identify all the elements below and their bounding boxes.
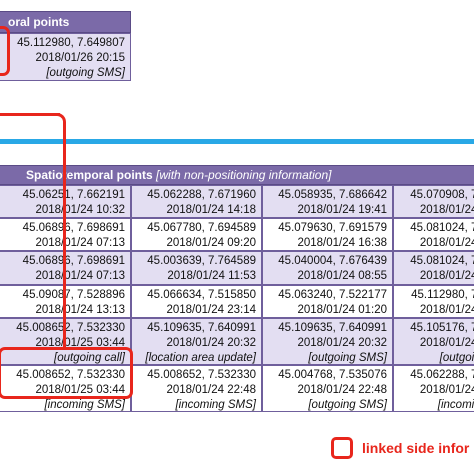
- grid-cell: 45.062288, 7.671960 2018/01/24 14:18: [131, 185, 262, 218]
- main-table-subtitle: [with non-positioning information]: [156, 168, 332, 182]
- cell-coords: 45.06896, 7.698691: [22, 255, 125, 267]
- legend-swatch: [331, 437, 353, 459]
- legend-label: linked side infor: [362, 440, 470, 456]
- cell-coords: 45.008652, 7.532330: [16, 322, 125, 334]
- grid-cell: 45.040004, 7.676439 2018/01/24 08:55: [262, 251, 393, 285]
- top-cell-info: [outgoing SMS]: [46, 67, 125, 79]
- cell-coords: 45.062288, 7.6: [410, 369, 474, 381]
- cell-info: [incoming SMS]: [175, 399, 256, 411]
- grid-cell: 45.109635, 7.640991 2018/01/24 20:32 [loca…: [131, 318, 262, 365]
- grid-cell: 45.008652, 7.532330 2018/01/24 22:48 [inco…: [131, 365, 262, 412]
- grid-cell: 45.067780, 7.694589 2018/01/24 09:20: [131, 218, 262, 251]
- cell-coords: 45.063240, 7.522177: [278, 289, 387, 301]
- grid-cell: 45.063240, 7.522177 2018/01/24 01:20: [262, 285, 393, 318]
- top-cell-coords: 45.112980, 7.649807: [17, 37, 125, 49]
- cell-coords: 45.008652, 7.532330: [147, 369, 256, 381]
- highlight-connector-corner: [54, 113, 66, 125]
- cell-datetime: 2018/01/24 2: [419, 204, 474, 216]
- grid-cell: 45.081024, 7.6 2018/01/24 1: [393, 218, 474, 251]
- highlight-box-top: [0, 26, 10, 76]
- cell-coords: 45.081024, 7.6: [410, 222, 474, 234]
- cell-coords: 45.058935, 7.686642: [278, 189, 387, 201]
- cell-datetime: 2018/01/24 09:20: [166, 237, 256, 249]
- top-table-header: oral points: [0, 11, 131, 33]
- cell-datetime: 2018/01/24 01:20: [297, 304, 387, 316]
- cell-info: [incoming: [437, 399, 474, 411]
- cell-datetime: 2018/01/24 1: [419, 337, 474, 349]
- grid-cell: 45.008652, 7.532330 2018/01/25 03:44 [inco…: [0, 365, 131, 412]
- grid-cell: 45.109635, 7.640991 2018/01/24 20:32 [outg…: [262, 318, 393, 365]
- highlight-connector-top: [0, 113, 60, 116]
- cell-datetime: 2018/01/24 20:32: [297, 337, 387, 349]
- cell-datetime: 2018/01/24 10:32: [35, 204, 125, 216]
- cell-datetime: 2018/01/24 0: [419, 384, 474, 396]
- cell-datetime: 2018/01/24 2: [419, 304, 474, 316]
- grid-cell: 45.066634, 7.515850 2018/01/24 23:14: [131, 285, 262, 318]
- grid-cell: 45.112980, 7.6 2018/01/24 2: [393, 285, 474, 318]
- cell-datetime: 2018/01/24 22:48: [297, 384, 387, 396]
- cell-info: [incoming SMS]: [44, 399, 125, 411]
- cell-datetime: 2018/01/24 19:41: [297, 204, 387, 216]
- highlight-connector-vertical: [63, 124, 66, 350]
- cell-datetime: 2018/01/24 22:48: [166, 384, 256, 396]
- cell-coords: 45.070908, 7.6: [410, 189, 474, 201]
- grid-cell: 45.081024, 7.6 2018/01/24 1: [393, 251, 474, 285]
- cell-datetime: 2018/01/24 20:32: [166, 337, 256, 349]
- cell-coords: 45.004768, 7.535076: [278, 369, 387, 381]
- cell-coords: 45.040004, 7.676439: [278, 255, 387, 267]
- grid-cell: 45.003639, 7.764589 2018/01/24 11:53: [131, 251, 262, 285]
- cell-datetime: 2018/01/24 07:13: [35, 270, 125, 282]
- top-cell-datetime: 2018/01/26 20:15: [35, 52, 125, 64]
- cell-coords: 45.067780, 7.694589: [147, 222, 256, 234]
- cell-info: [outgoing SMS]: [308, 399, 387, 411]
- cell-coords: 45.008652, 7.532330: [16, 369, 125, 381]
- cell-coords: 45.112980, 7.6: [411, 289, 474, 301]
- cell-datetime: 2018/01/24 16:38: [297, 237, 387, 249]
- cell-coords: 45.06251, 7.662191: [22, 189, 125, 201]
- cell-datetime: 2018/01/24 23:14: [166, 304, 256, 316]
- cell-coords: 45.09087, 7.528896: [22, 289, 125, 301]
- cell-datetime: 2018/01/24 07:13: [35, 237, 125, 249]
- cell-coords: 45.079630, 7.691579: [278, 222, 387, 234]
- cell-info: [outgoing call]: [54, 352, 125, 364]
- top-table-cell: 45.112980, 7.649807 2018/01/26 20:15 [ou…: [0, 33, 131, 81]
- cell-datetime: 2018/01/25 03:44: [35, 384, 125, 396]
- cell-coords: 45.081024, 7.6: [410, 255, 474, 267]
- cell-datetime: 2018/01/24 08:55: [297, 270, 387, 282]
- cell-info: [location area update]: [145, 352, 256, 364]
- cell-coords: 45.003639, 7.764589: [147, 255, 256, 267]
- grid-cell: 45.070908, 7.6 2018/01/24 2: [393, 185, 474, 218]
- cell-coords: 45.109635, 7.640991: [147, 322, 256, 334]
- grid-cell: 45.058935, 7.686642 2018/01/24 19:41: [262, 185, 393, 218]
- main-table-header: Spatiotemporal points [with non-position…: [0, 165, 474, 185]
- cell-datetime: 2018/01/24 14:18: [166, 204, 256, 216]
- cell-coords: 45.066634, 7.515850: [147, 289, 256, 301]
- highlight-box-main: [0, 347, 133, 399]
- main-table-title: Spatiotemporal points: [26, 168, 153, 182]
- grid-cell: 45.105176, 7.6 2018/01/24 1 [outgoing: [393, 318, 474, 365]
- grid-cell: 45.079630, 7.691579 2018/01/24 16:38: [262, 218, 393, 251]
- separator-line: [0, 139, 474, 144]
- cell-coords: 45.062288, 7.671960: [147, 189, 256, 201]
- cell-datetime: 2018/01/24 1: [419, 237, 474, 249]
- cell-coords: 45.109635, 7.640991: [278, 322, 387, 334]
- cell-datetime: 2018/01/24 11:53: [167, 270, 256, 282]
- grid-cell: 45.062288, 7.6 2018/01/24 0 [incoming: [393, 365, 474, 412]
- cell-datetime: 2018/01/24 1: [419, 270, 474, 282]
- top-table-header-label: oral points: [8, 15, 70, 29]
- cell-coords: 45.06896, 7.698691: [22, 222, 125, 234]
- cell-info: [outgoing SMS]: [308, 352, 387, 364]
- cell-coords: 45.105176, 7.6: [410, 322, 474, 334]
- cell-datetime: 2018/01/24 13:13: [35, 304, 125, 316]
- grid-cell: 45.004768, 7.535076 2018/01/24 22:48 [outg…: [262, 365, 393, 412]
- cell-datetime: 2018/01/25 03:44: [35, 337, 125, 349]
- cell-info: [outgoing: [439, 352, 474, 364]
